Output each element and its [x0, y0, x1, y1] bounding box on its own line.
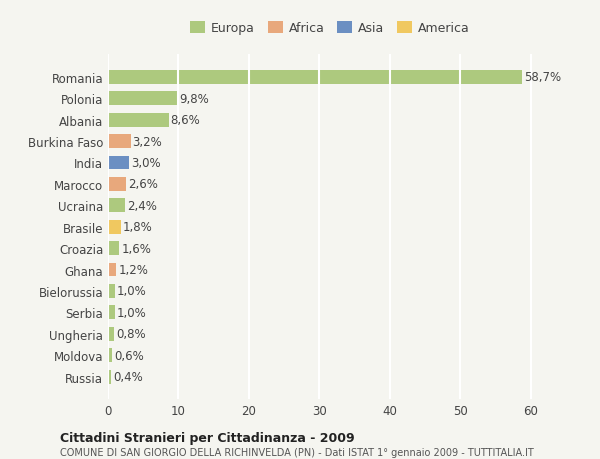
Bar: [108, 156, 129, 170]
Text: 2,4%: 2,4%: [127, 199, 157, 213]
Bar: [108, 113, 169, 127]
Bar: [108, 263, 116, 277]
Bar: [108, 370, 111, 384]
Text: 1,2%: 1,2%: [119, 263, 148, 276]
Text: 58,7%: 58,7%: [524, 71, 561, 84]
Text: 1,0%: 1,0%: [117, 285, 147, 298]
Text: 0,4%: 0,4%: [113, 370, 143, 383]
Text: 0,6%: 0,6%: [115, 349, 144, 362]
Bar: [108, 241, 119, 256]
Bar: [108, 199, 125, 213]
Bar: [108, 220, 121, 234]
Bar: [108, 135, 131, 149]
Bar: [108, 348, 112, 362]
Bar: [108, 284, 115, 298]
Text: 3,0%: 3,0%: [131, 157, 161, 170]
Bar: [108, 327, 113, 341]
Bar: [108, 71, 521, 84]
Bar: [108, 92, 177, 106]
Text: 0,8%: 0,8%: [116, 328, 145, 341]
Bar: [108, 306, 115, 319]
Text: Cittadini Stranieri per Cittadinanza - 2009: Cittadini Stranieri per Cittadinanza - 2…: [60, 431, 355, 444]
Text: 9,8%: 9,8%: [179, 93, 209, 106]
Text: 8,6%: 8,6%: [171, 114, 200, 127]
Text: COMUNE DI SAN GIORGIO DELLA RICHINVELDA (PN) - Dati ISTAT 1° gennaio 2009 - TUTT: COMUNE DI SAN GIORGIO DELLA RICHINVELDA …: [60, 448, 534, 458]
Legend: Europa, Africa, Asia, America: Europa, Africa, Asia, America: [185, 17, 475, 40]
Text: 1,0%: 1,0%: [117, 306, 147, 319]
Bar: [108, 178, 127, 191]
Text: 1,6%: 1,6%: [121, 242, 151, 255]
Text: 3,2%: 3,2%: [133, 135, 163, 148]
Text: 1,8%: 1,8%: [123, 221, 152, 234]
Text: 2,6%: 2,6%: [128, 178, 158, 191]
